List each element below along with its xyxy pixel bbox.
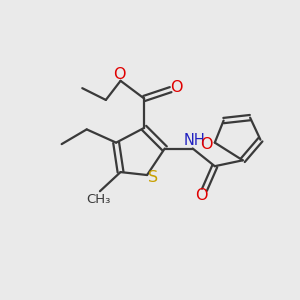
Text: O: O xyxy=(170,80,183,95)
Text: O: O xyxy=(195,188,208,203)
Text: O: O xyxy=(113,68,125,82)
Text: CH₃: CH₃ xyxy=(86,193,111,206)
Text: O: O xyxy=(200,136,212,152)
Text: NH: NH xyxy=(184,133,206,148)
Text: S: S xyxy=(148,170,159,185)
